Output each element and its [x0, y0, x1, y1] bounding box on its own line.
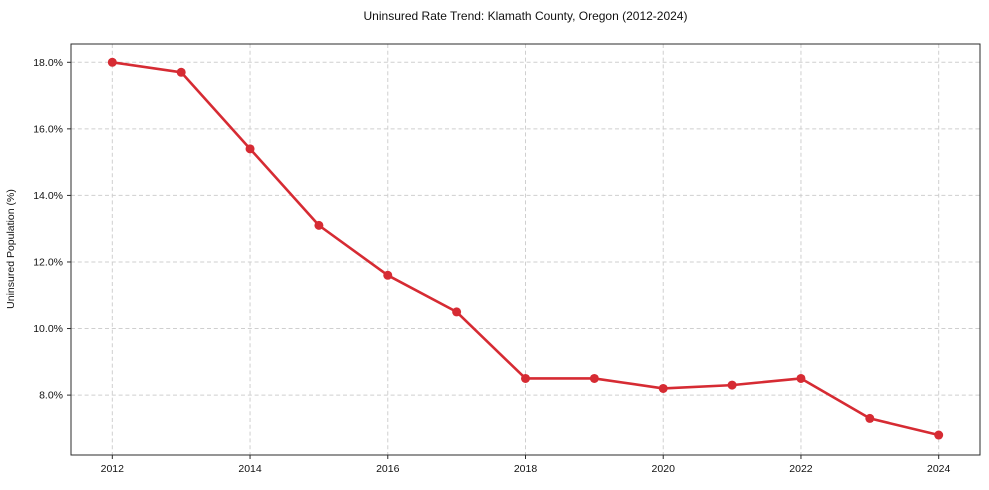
- plot-frame: [70, 43, 981, 456]
- data-point-marker: [521, 373, 530, 383]
- chart-title: Uninsured Rate Trend: Klamath County, Or…: [363, 9, 688, 23]
- data-point-marker: [245, 144, 255, 154]
- x-tick-label: 2016: [376, 463, 400, 475]
- x-tick-label: 2020: [652, 463, 676, 475]
- data-point-marker: [934, 430, 944, 440]
- x-tick-label: 2018: [514, 463, 538, 475]
- y-tick-label: 10.0%: [33, 323, 63, 335]
- data-point-marker: [383, 270, 393, 280]
- y-tick-label: 16.0%: [33, 123, 63, 135]
- x-tick-label: 2024: [927, 463, 951, 475]
- y-tick-label: 18.0%: [33, 57, 63, 69]
- y-tick-label: 14.0%: [33, 190, 63, 202]
- data-point-marker: [796, 373, 806, 383]
- x-tick-label: 2014: [238, 463, 262, 475]
- data-point-marker: [589, 373, 599, 383]
- data-point-marker: [176, 67, 186, 77]
- y-tick-label: 8.0%: [39, 390, 63, 402]
- data-point-marker: [658, 383, 668, 393]
- data-point-marker: [107, 57, 117, 67]
- data-point-marker: [452, 307, 462, 317]
- data-point-marker: [865, 413, 875, 423]
- y-tick-label: 12.0%: [33, 256, 63, 268]
- x-tick-label: 2012: [101, 463, 125, 475]
- data-point-marker: [727, 380, 737, 390]
- data-point-marker: [314, 220, 324, 230]
- x-tick-label: 2022: [789, 463, 813, 475]
